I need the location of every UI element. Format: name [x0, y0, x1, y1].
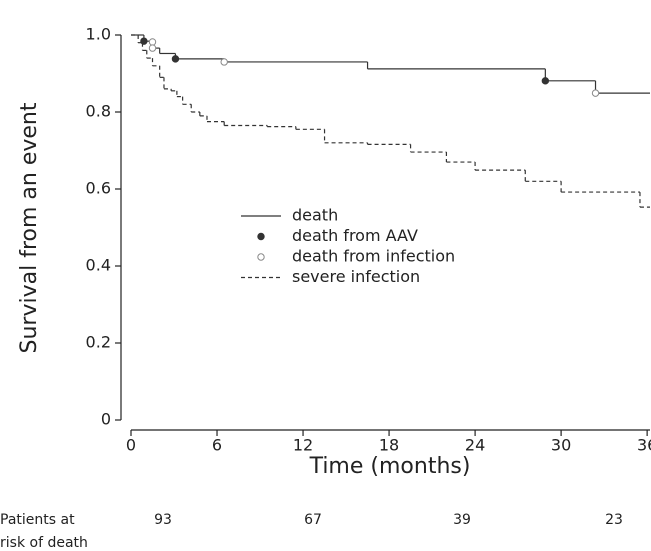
- x-tick-label: 12: [293, 436, 313, 455]
- risk-count: 67: [304, 512, 322, 528]
- y-tick-label: 0.4: [86, 256, 111, 275]
- y-axis-title: Survival from an event: [17, 102, 42, 353]
- risk-count: 93: [154, 512, 172, 528]
- x-tick-label: 30: [551, 436, 571, 455]
- event-marker: [140, 37, 148, 45]
- event-marker: [541, 77, 550, 85]
- legend-label: severe infection: [292, 267, 420, 286]
- risk-count: 39: [453, 512, 471, 528]
- legend-label: death from infection: [292, 247, 455, 266]
- y-tick-label: 0: [101, 410, 111, 429]
- x-tick-label: 0: [126, 436, 136, 455]
- y-tick-label: 0.6: [86, 179, 111, 198]
- x-tick-label: 6: [212, 436, 222, 455]
- event-marker: [591, 89, 600, 97]
- y-tick-label: 0.2: [86, 333, 111, 352]
- risk-label: Patients at: [0, 512, 75, 528]
- event-marker: [148, 38, 157, 46]
- legend-swatch: [257, 253, 265, 261]
- x-axis-title: Time (months): [309, 454, 471, 479]
- event-marker: [148, 44, 157, 52]
- x-tick-label: 24: [465, 436, 485, 455]
- legend-label: death from AAV: [292, 226, 418, 245]
- legend-label: death: [292, 206, 338, 225]
- event-marker: [220, 58, 228, 66]
- x-tick-label: 18: [379, 436, 399, 455]
- x-tick-label: 36: [637, 436, 651, 455]
- risk-count: 23: [605, 512, 623, 528]
- event-marker: [171, 55, 180, 63]
- y-tick-label: 0.8: [86, 102, 111, 121]
- y-tick-label: 1.0: [86, 25, 111, 44]
- risk-label: risk of death: [0, 535, 88, 551]
- legend-swatch: [257, 232, 265, 241]
